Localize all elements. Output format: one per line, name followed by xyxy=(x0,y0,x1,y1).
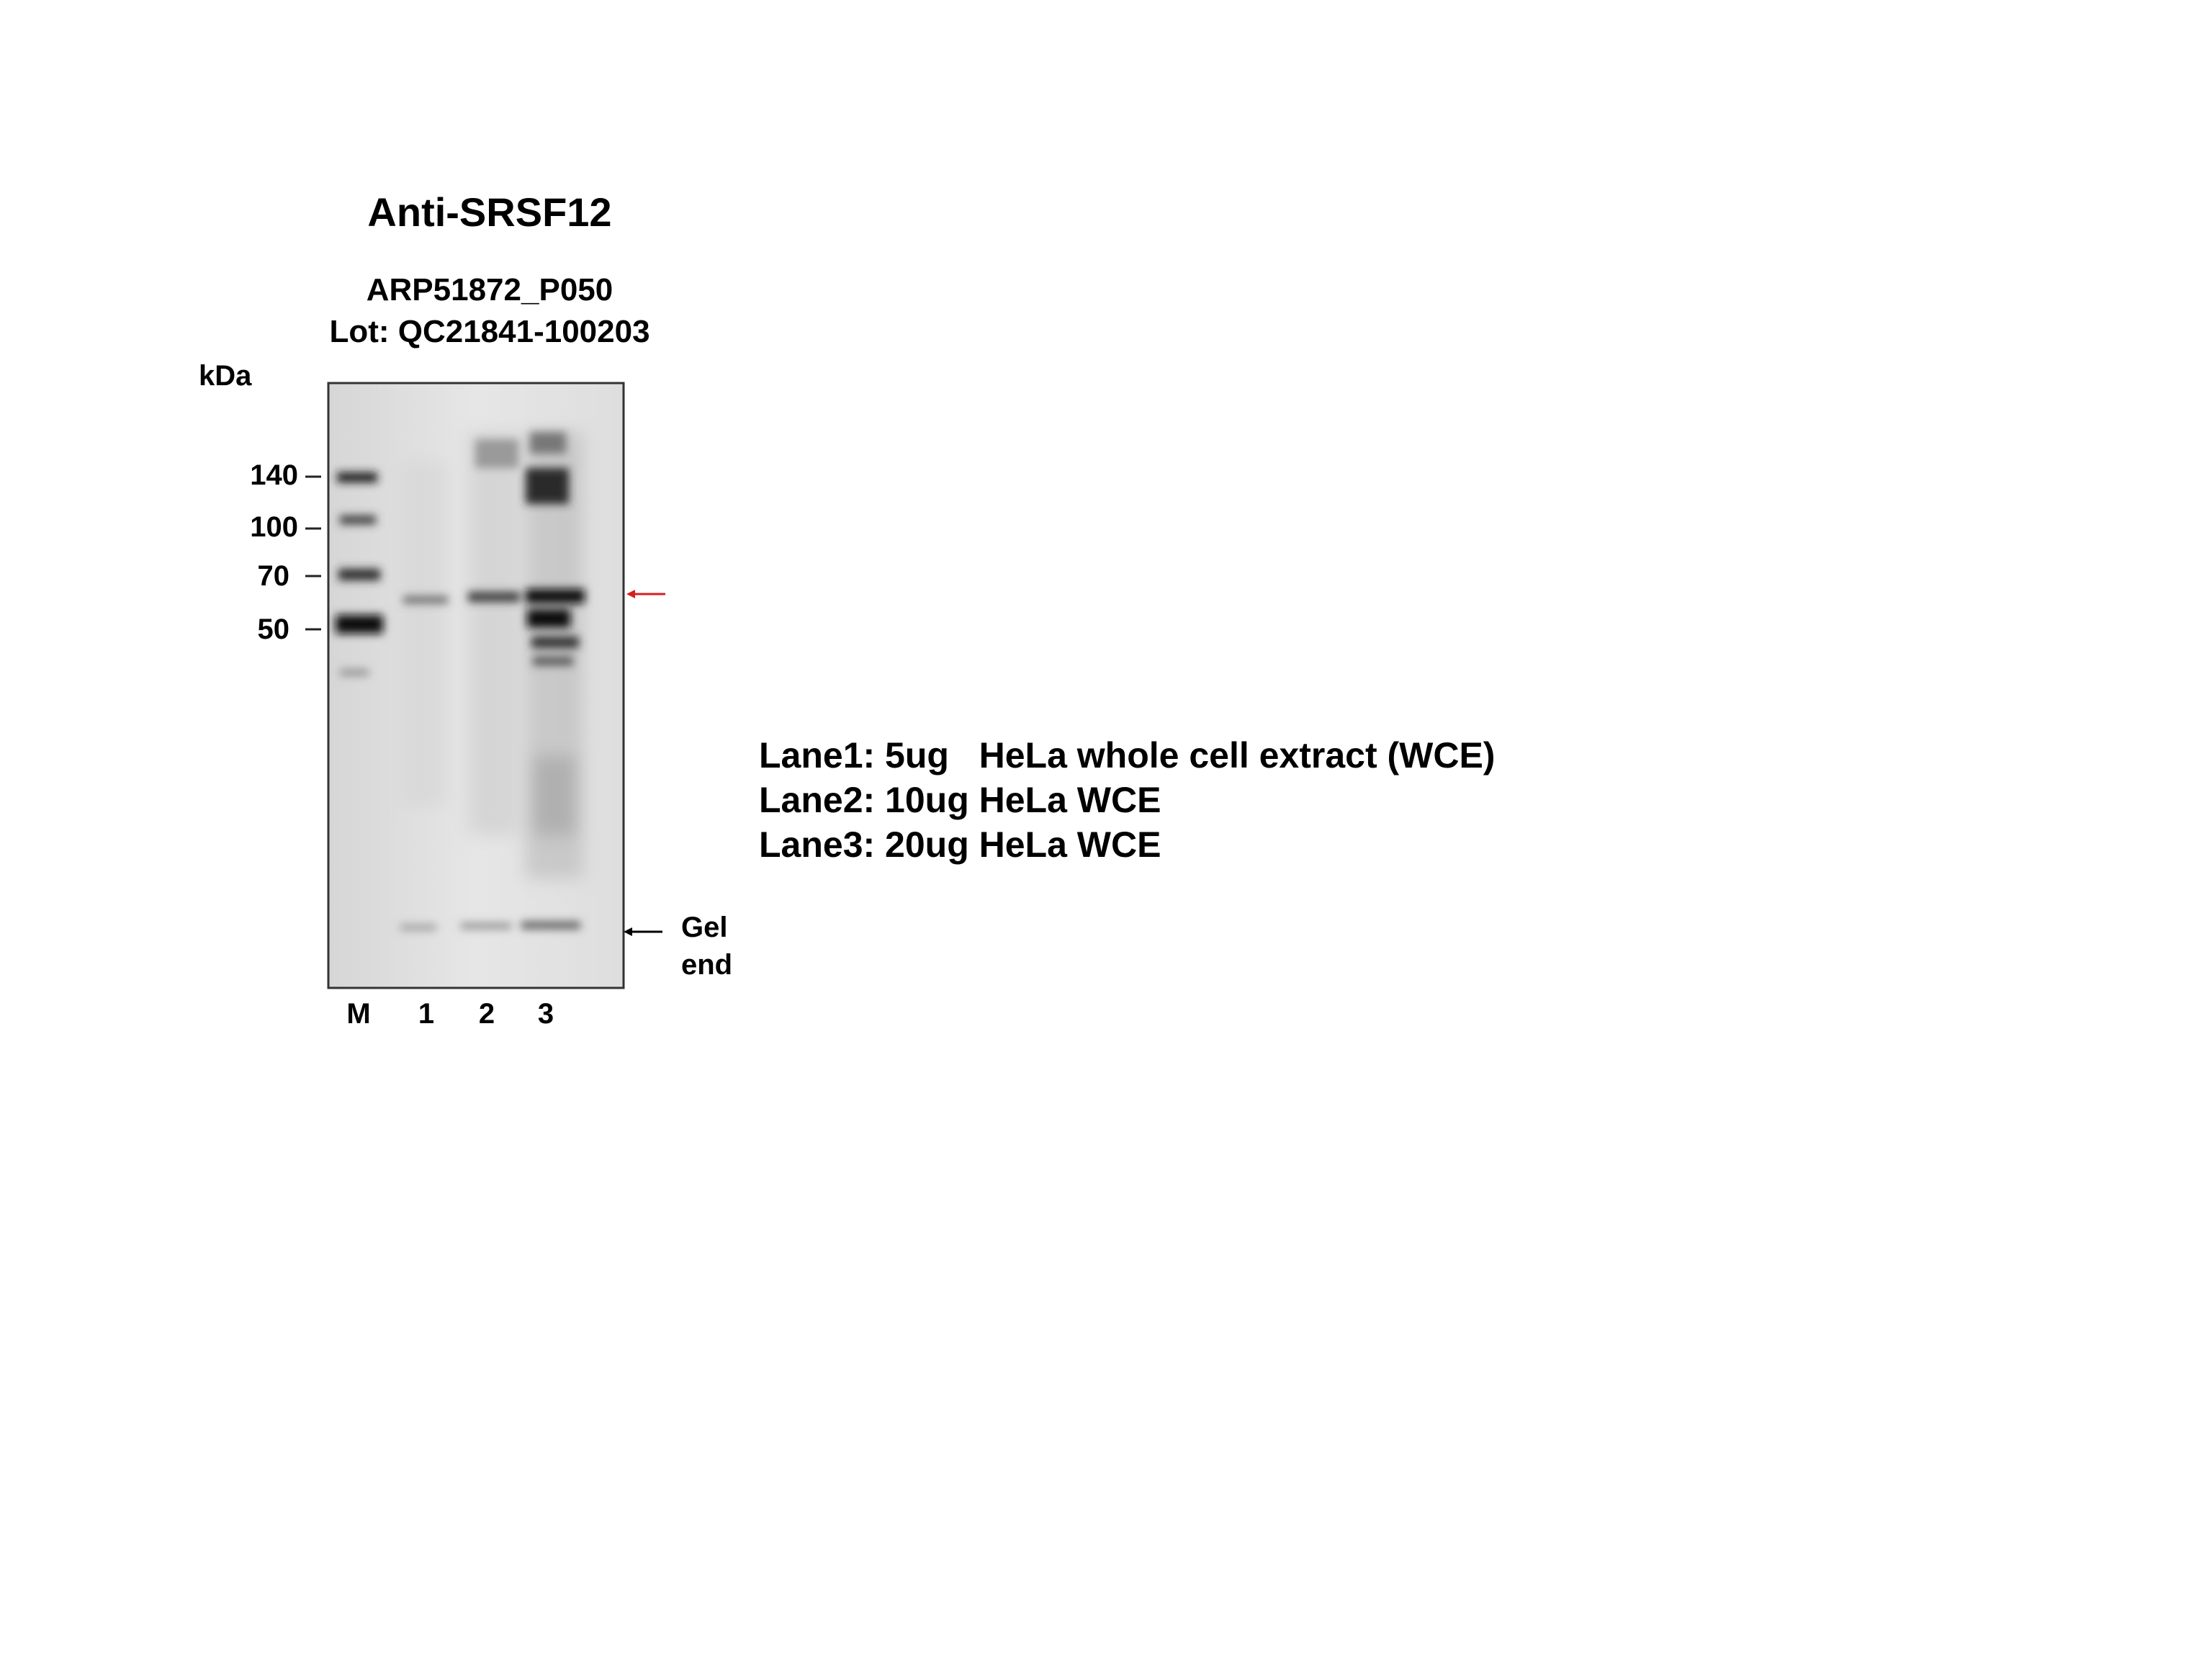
sample-bands xyxy=(400,432,585,930)
lane3-lower-band xyxy=(527,609,570,628)
lane-label-3: 3 xyxy=(537,998,554,1030)
lane-label-2: 2 xyxy=(478,998,495,1030)
marker-band-100 xyxy=(340,516,376,524)
lane2-top xyxy=(475,439,518,468)
gel-end-arrow-icon xyxy=(624,927,662,936)
lane1-gel-end xyxy=(400,925,436,930)
target-arrow-icon xyxy=(626,590,665,598)
lane3-band-45 xyxy=(531,637,579,648)
marker-band-faint xyxy=(340,670,369,675)
lot-number: Lot: QC21841-100203 xyxy=(329,314,650,349)
marker-label-140: 140 xyxy=(250,459,298,491)
lane2-gel-end xyxy=(461,923,511,929)
figure-title: Anti-SRSF12 xyxy=(367,189,612,235)
marker-label-70: 70 xyxy=(257,560,290,592)
marker-lane xyxy=(336,472,383,675)
kda-unit-label: kDa xyxy=(199,360,252,392)
gel-end-label: Gel end xyxy=(681,912,733,981)
lane-label-1: 1 xyxy=(418,998,435,1030)
lane3-target-band xyxy=(526,589,585,603)
legend-lane1: Lane1: 5ug HeLa whole cell extract (WCE) xyxy=(759,735,1496,775)
lane-label-m: M xyxy=(346,998,371,1030)
marker-band-50 xyxy=(336,615,383,634)
lane3-top xyxy=(530,432,566,454)
catalog-number: ARP51872_P050 xyxy=(366,272,613,307)
marker-band-70 xyxy=(338,569,380,580)
lane3-high-mw xyxy=(526,468,569,504)
marker-label-50: 50 xyxy=(257,613,290,645)
lane3-gel-end xyxy=(521,922,580,929)
legend-lane2: Lane2: 10ug HeLa WCE xyxy=(759,780,1161,820)
marker-band-140 xyxy=(337,472,377,482)
lane1-target-band xyxy=(403,596,448,603)
lane3-band-40 xyxy=(533,657,573,665)
lane-smears xyxy=(403,432,583,878)
lane2-target-band xyxy=(468,592,520,602)
marker-ticks xyxy=(305,475,321,631)
marker-label-100: 100 xyxy=(250,511,298,543)
legend-lane3: Lane3: 20ug HeLa WCE xyxy=(759,824,1161,865)
